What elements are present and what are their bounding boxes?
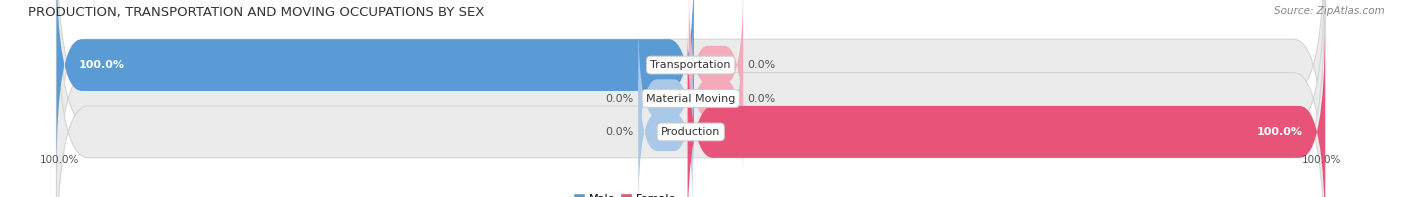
FancyBboxPatch shape [688,24,1324,197]
FancyBboxPatch shape [56,0,1324,197]
Text: 0.0%: 0.0% [606,94,634,103]
FancyBboxPatch shape [56,0,1324,197]
FancyBboxPatch shape [689,17,744,180]
Text: Material Moving: Material Moving [645,94,735,103]
Text: Transportation: Transportation [651,60,731,70]
Text: 100.0%: 100.0% [79,60,125,70]
FancyBboxPatch shape [56,0,1324,197]
Legend: Male, Female: Male, Female [569,190,681,197]
Text: 100.0%: 100.0% [39,155,79,165]
Text: 0.0%: 0.0% [606,127,634,137]
Text: PRODUCTION, TRANSPORTATION AND MOVING OCCUPATIONS BY SEX: PRODUCTION, TRANSPORTATION AND MOVING OC… [28,6,485,19]
FancyBboxPatch shape [638,51,693,197]
Text: Production: Production [661,127,720,137]
Text: 0.0%: 0.0% [748,94,776,103]
FancyBboxPatch shape [638,17,693,180]
Text: Source: ZipAtlas.com: Source: ZipAtlas.com [1274,6,1385,16]
Text: 100.0%: 100.0% [1302,155,1341,165]
Text: 0.0%: 0.0% [748,60,776,70]
FancyBboxPatch shape [689,0,744,146]
Text: 100.0%: 100.0% [1257,127,1303,137]
FancyBboxPatch shape [56,0,695,173]
